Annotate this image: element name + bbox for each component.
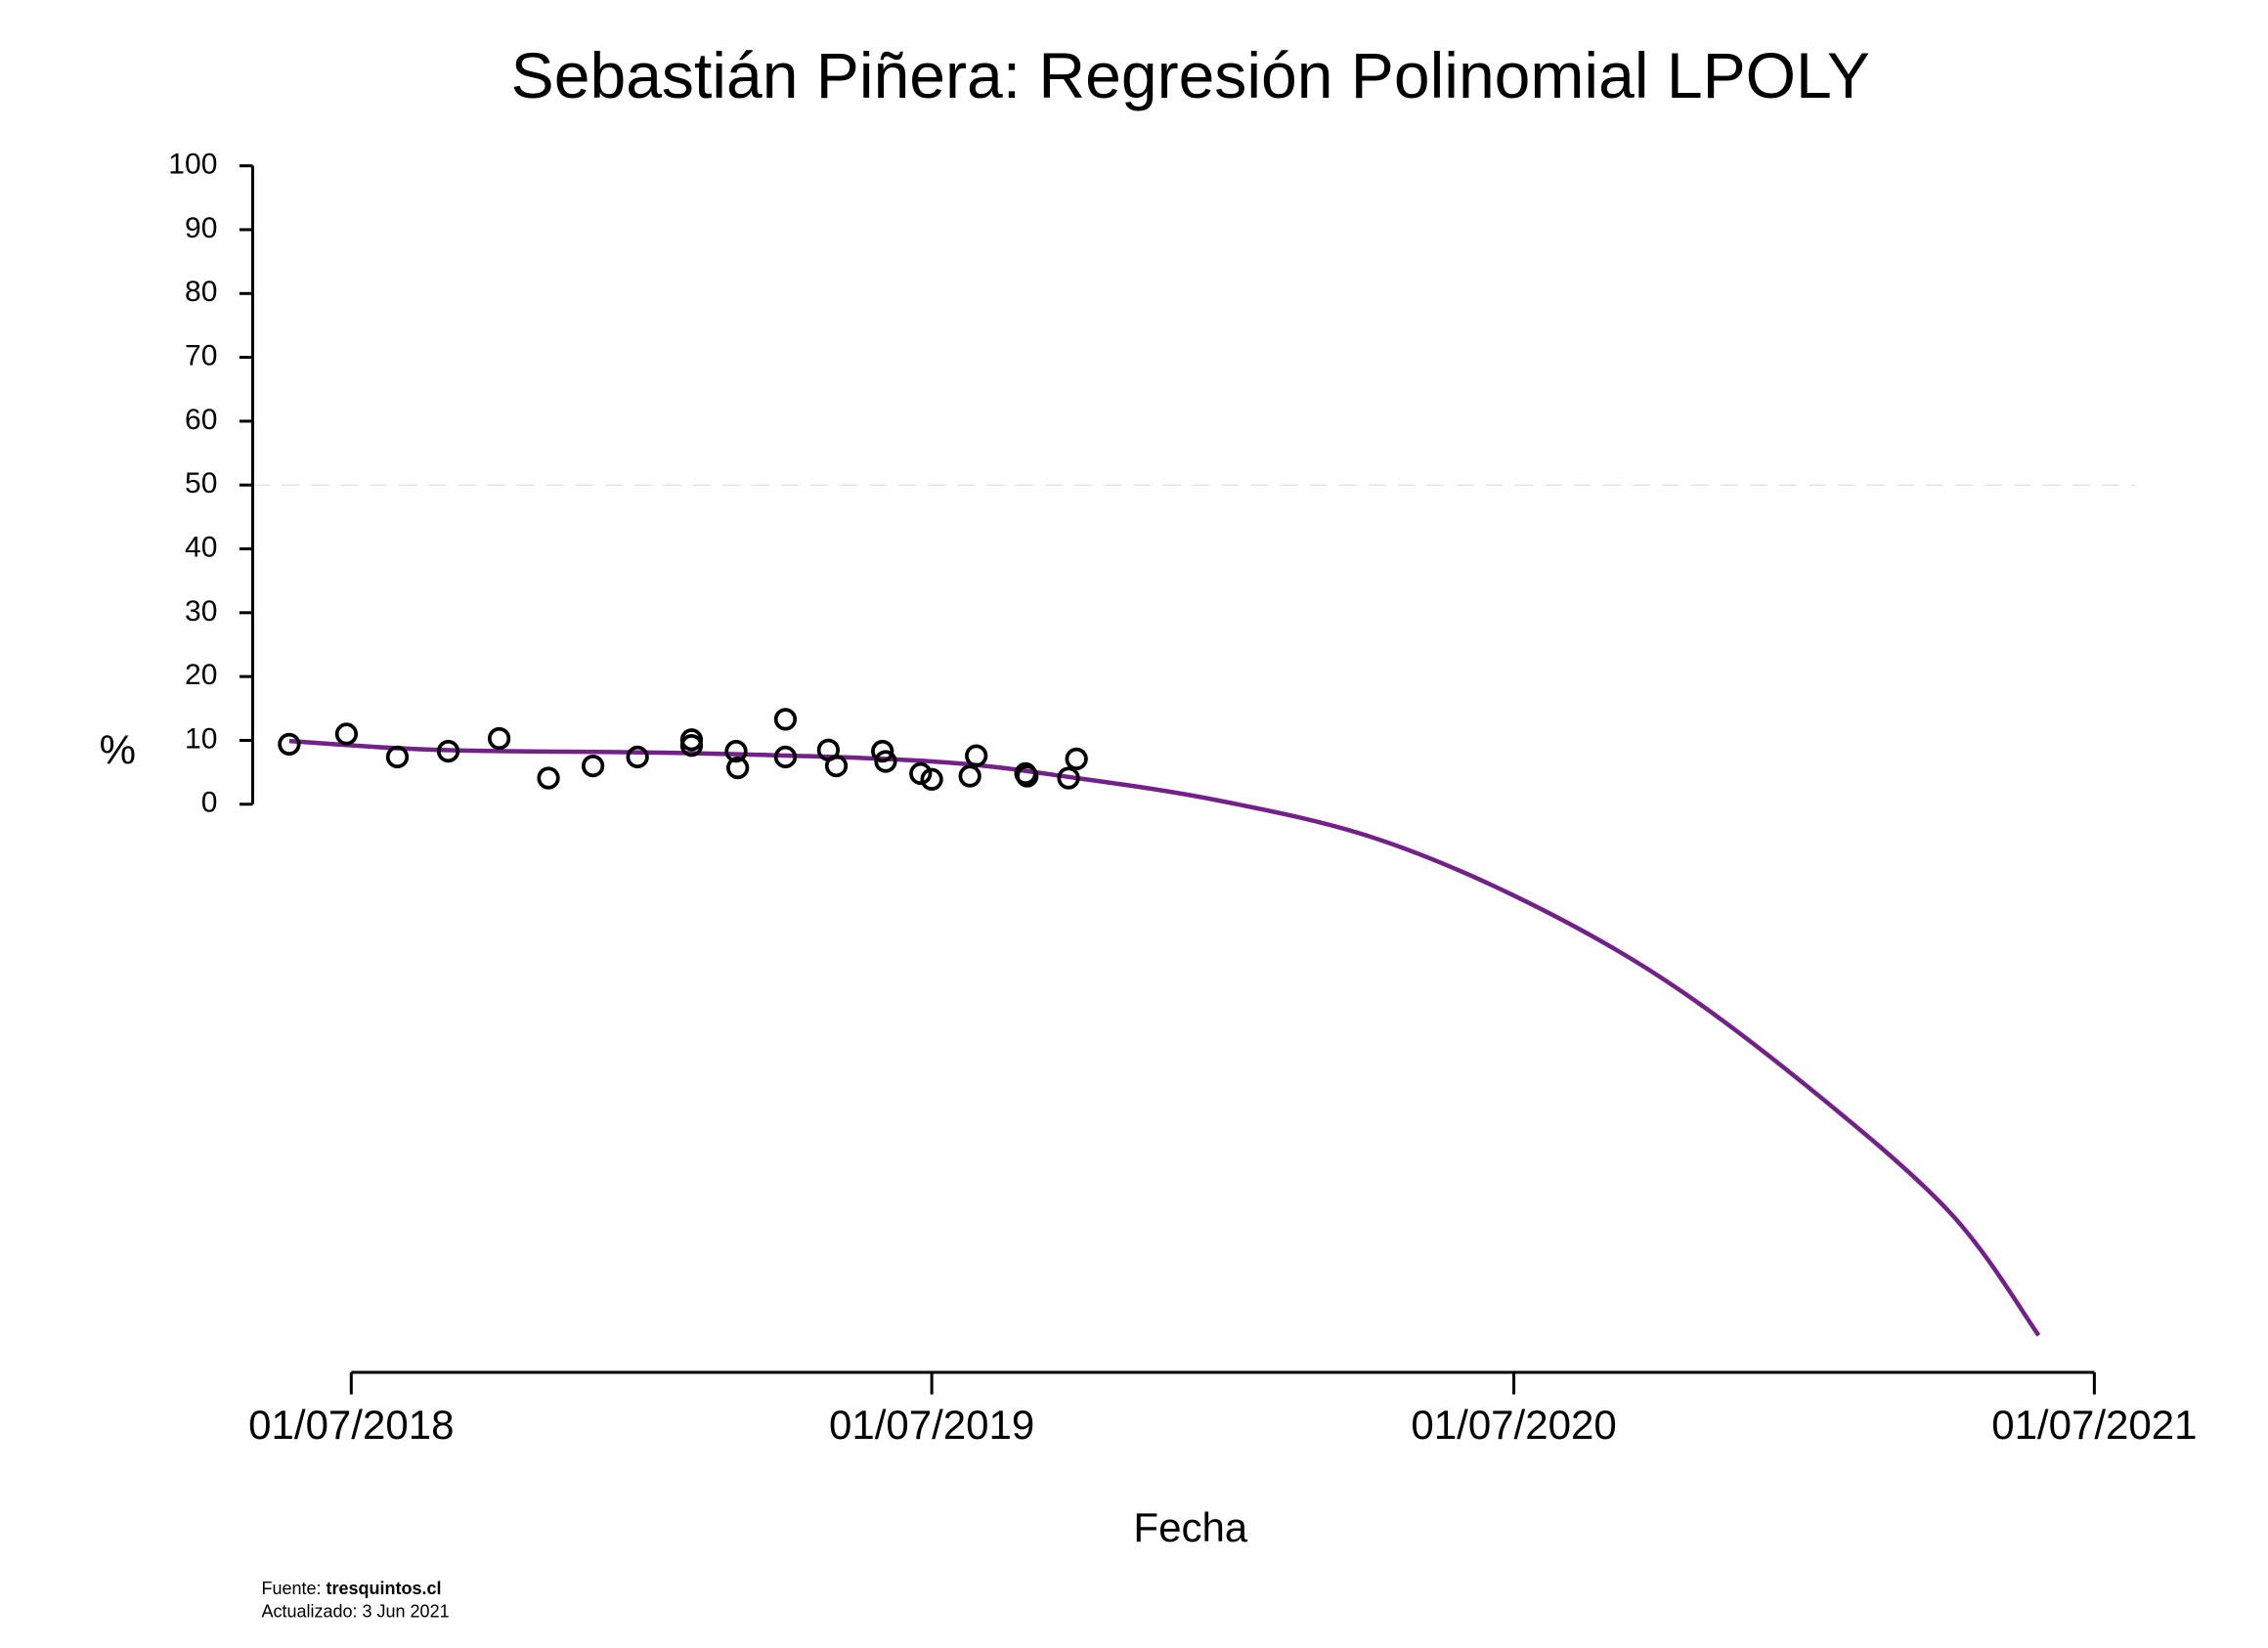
y-tick-label: 10: [185, 722, 217, 755]
data-point: [334, 722, 359, 746]
source-label: Fuente:: [261, 1579, 321, 1598]
y-tick-label: 70: [185, 340, 217, 372]
data-point: [920, 767, 943, 791]
x-tick-label: 01/07/2018: [248, 1402, 454, 1448]
data-point: [871, 739, 894, 763]
x-tick-label: 01/07/2020: [1411, 1402, 1616, 1448]
data-point: [581, 754, 605, 778]
data-point: [909, 761, 933, 786]
y-tick-label: 0: [201, 787, 218, 819]
data-point: [537, 766, 560, 790]
data-point: [773, 745, 798, 769]
chart-title: Sebastián Piñera: Regresión Polinomial L…: [511, 39, 1870, 111]
source: tresquintos.cl: [327, 1579, 442, 1598]
x-axis-label: Fecha: [1133, 1504, 1247, 1550]
data-point: [679, 734, 704, 758]
data-point: [874, 750, 897, 773]
y-tick-label: 80: [185, 276, 217, 308]
y-tick-label: 60: [185, 404, 217, 436]
data-point: [958, 764, 981, 788]
y-tick-label: 30: [185, 595, 217, 628]
y-axis-label: %: [100, 726, 136, 772]
data-point: [436, 739, 460, 763]
data-point: [1016, 764, 1039, 788]
data-point: [487, 726, 511, 751]
data-point: [1065, 747, 1088, 771]
y-tick-label: 50: [185, 467, 217, 499]
data-point: [824, 754, 849, 778]
data-point: [1057, 766, 1080, 790]
y-tick-label: 90: [185, 212, 217, 244]
fit-line: [288, 738, 2041, 1337]
data-point: [724, 739, 748, 763]
data-point: [726, 756, 750, 780]
y-tick-label: 40: [185, 531, 217, 563]
data-point: [965, 744, 988, 767]
data-point: [278, 732, 301, 757]
x-tick-label: 01/07/2021: [1991, 1402, 2197, 1448]
y-tick-label: 100: [168, 149, 217, 181]
y-tick-label: 20: [185, 659, 217, 691]
footer-source: Fuente: tresquintos.cl: [261, 1579, 441, 1598]
data-point: [773, 708, 798, 731]
data-point: [626, 745, 649, 769]
x-tick-label: 01/07/2019: [829, 1402, 1034, 1448]
footer-updated: Actualizado: 3 Jun 2021: [261, 1602, 449, 1622]
data-point: [385, 745, 410, 769]
